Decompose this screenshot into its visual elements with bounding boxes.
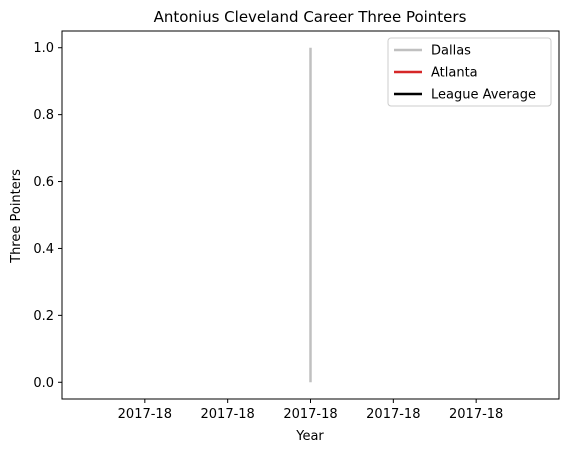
x-tick-label: 2017-18 <box>366 407 420 422</box>
y-axis: 0.0 0.2 0.4 0.6 0.8 1.0 <box>33 41 62 391</box>
y-tick-label: 0.6 <box>33 175 54 190</box>
x-tick-label: 2017-18 <box>118 407 172 422</box>
y-axis-title: Three Pointers <box>9 169 24 264</box>
y-tick-label: 0.4 <box>33 242 54 257</box>
legend: Dallas Atlanta League Average <box>387 37 552 107</box>
y-tick-label: 1.0 <box>33 41 54 56</box>
x-tick-label: 2017-18 <box>283 407 337 422</box>
x-axis: 2017-18 2017-18 2017-18 2017-18 2017-18 <box>118 399 503 422</box>
legend-label: Atlanta <box>431 66 478 81</box>
y-tick-label: 0.0 <box>33 376 54 391</box>
y-tick-label: 0.2 <box>33 309 54 324</box>
legend-label: League Average <box>431 88 536 103</box>
legend-label: Dallas <box>431 44 471 59</box>
chart-title: Antonius Cleveland Career Three Pointers <box>154 8 467 26</box>
x-axis-title: Year <box>295 429 324 444</box>
x-tick-label: 2017-18 <box>449 407 503 422</box>
x-tick-label: 2017-18 <box>201 407 255 422</box>
legend-box <box>387 37 552 107</box>
y-tick-label: 0.8 <box>33 108 54 123</box>
